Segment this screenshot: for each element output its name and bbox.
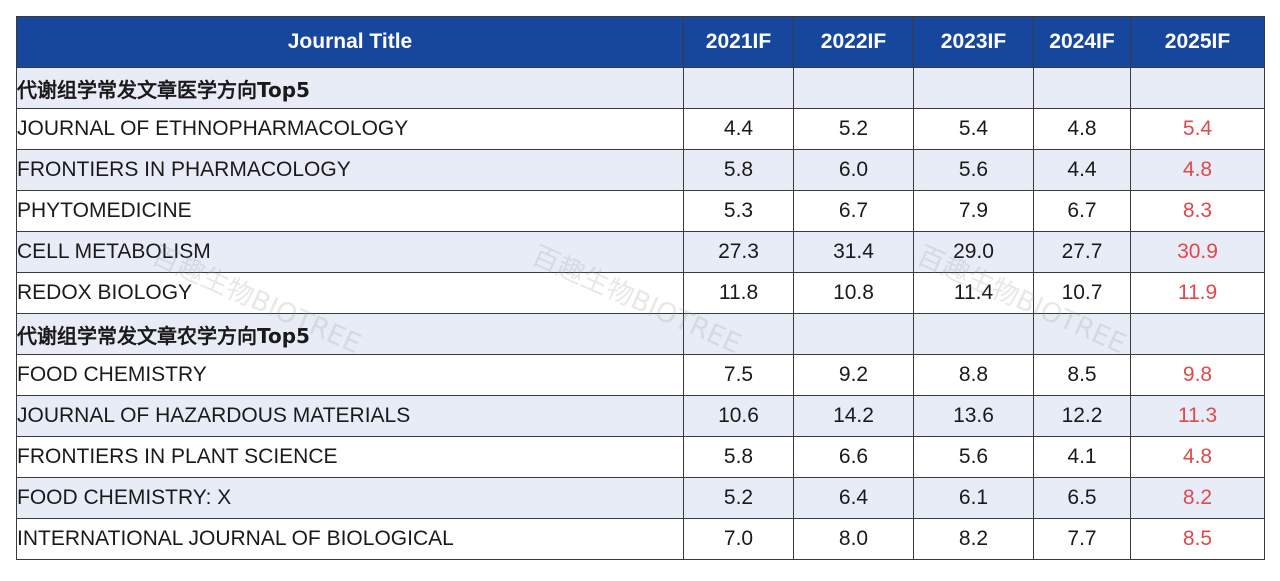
section-row: 代谢组学常发文章医学方向Top5 — [16, 67, 1265, 109]
if-cell: 11.8 — [683, 272, 794, 314]
if-cell: 8.8 — [913, 354, 1034, 396]
latest-if-cell: 8.3 — [1130, 190, 1265, 232]
journal-title: JOURNAL OF ETHNOPHARMACOLOGY — [16, 108, 684, 150]
if-cell: 6.1 — [913, 477, 1034, 519]
if-cell — [683, 313, 794, 355]
if-cell: 5.2 — [683, 477, 794, 519]
if-cell: 8.2 — [913, 518, 1034, 560]
if-cell: 6.7 — [793, 190, 914, 232]
journal-title: INTERNATIONAL JOURNAL OF BIOLOGICAL — [16, 518, 684, 560]
if-cell — [1033, 313, 1131, 355]
if-cell: 9.2 — [793, 354, 914, 396]
header-row: Journal Title 2021IF 2022IF 2023IF 2024I… — [16, 16, 1265, 68]
section-title: 代谢组学常发文章医学方向Top5 — [16, 67, 684, 109]
if-cell — [793, 313, 914, 355]
table-row: REDOX BIOLOGY 11.8 10.8 11.4 10.7 11.9 — [16, 272, 1265, 314]
if-cell: 5.8 — [683, 436, 794, 478]
journal-title: FRONTIERS IN PLANT SCIENCE — [16, 436, 684, 478]
if-cell — [793, 67, 914, 109]
if-cell: 31.4 — [793, 231, 914, 273]
if-cell: 7.9 — [913, 190, 1034, 232]
latest-if-cell: 8.5 — [1130, 518, 1265, 560]
header-year: 2021IF — [683, 16, 794, 68]
table-row: JOURNAL OF HAZARDOUS MATERIALS 10.6 14.2 13… — [16, 395, 1265, 437]
journal-title: FOOD CHEMISTRY — [16, 354, 684, 396]
if-cell: 6.6 — [793, 436, 914, 478]
if-cell: 5.6 — [913, 149, 1034, 191]
header-year: 2023IF — [913, 16, 1034, 68]
table-row: INTERNATIONAL JOURNAL OF BIOLOGICAL 7.0 8.… — [16, 518, 1265, 560]
if-cell: 4.8 — [1033, 108, 1131, 150]
latest-if-cell: 9.8 — [1130, 354, 1265, 396]
if-cell: 5.3 — [683, 190, 794, 232]
table-body: 代谢组学常发文章医学方向Top5 JOURNAL OF ETHNOPHARMACO… — [16, 67, 1265, 560]
if-cell: 10.7 — [1033, 272, 1131, 314]
if-cell: 5.6 — [913, 436, 1034, 478]
table-row: FOOD CHEMISTRY 7.5 9.2 8.8 8.5 9.8 — [16, 354, 1265, 396]
if-cell: 6.0 — [793, 149, 914, 191]
if-cell: 13.6 — [913, 395, 1034, 437]
if-cell: 6.7 — [1033, 190, 1131, 232]
if-cell: 5.4 — [913, 108, 1034, 150]
if-cell: 14.2 — [793, 395, 914, 437]
journal-title: PHYTOMEDICINE — [16, 190, 684, 232]
header-year: 2022IF — [793, 16, 914, 68]
if-cell: 6.4 — [793, 477, 914, 519]
latest-if-cell: 8.2 — [1130, 477, 1265, 519]
header-year: 2024IF — [1033, 16, 1131, 68]
if-cell: 7.0 — [683, 518, 794, 560]
journal-title: FOOD CHEMISTRY: X — [16, 477, 684, 519]
table-row: FRONTIERS IN PHARMACOLOGY 5.8 6.0 5.6 4.4 4.8 — [16, 149, 1265, 191]
if-cell: 8.0 — [793, 518, 914, 560]
latest-if-cell — [1130, 313, 1265, 355]
if-cell — [1033, 67, 1131, 109]
if-cell: 5.8 — [683, 149, 794, 191]
latest-if-cell: 11.3 — [1130, 395, 1265, 437]
if-cell: 11.4 — [913, 272, 1034, 314]
if-cell: 7.5 — [683, 354, 794, 396]
header-journal-title: Journal Title — [16, 16, 684, 68]
if-cell — [913, 313, 1034, 355]
if-cell: 29.0 — [913, 231, 1034, 273]
section-title: 代谢组学常发文章农学方向Top5 — [16, 313, 684, 355]
latest-if-cell: 4.8 — [1130, 149, 1265, 191]
if-cell: 4.4 — [683, 108, 794, 150]
journal-title: REDOX BIOLOGY — [16, 272, 684, 314]
journal-title: JOURNAL OF HAZARDOUS MATERIALS — [16, 395, 684, 437]
latest-if-cell: 4.8 — [1130, 436, 1265, 478]
if-cell: 10.6 — [683, 395, 794, 437]
if-cell: 12.2 — [1033, 395, 1131, 437]
header-year: 2025IF — [1130, 16, 1265, 68]
table-row: FOOD CHEMISTRY: X 5.2 6.4 6.1 6.5 8.2 — [16, 477, 1265, 519]
latest-if-cell: 30.9 — [1130, 231, 1265, 273]
latest-if-cell — [1130, 67, 1265, 109]
if-cell — [913, 67, 1034, 109]
journal-title: CELL METABOLISM — [16, 231, 684, 273]
table-row: CELL METABOLISM 27.3 31.4 29.0 27.7 30.9 — [16, 231, 1265, 273]
section-row: 代谢组学常发文章农学方向Top5 — [16, 313, 1265, 355]
if-cell: 8.5 — [1033, 354, 1131, 396]
table-row: JOURNAL OF ETHNOPHARMACOLOGY 4.4 5.2 5.4 4.8… — [16, 108, 1265, 150]
if-cell: 4.1 — [1033, 436, 1131, 478]
if-cell: 4.4 — [1033, 149, 1131, 191]
latest-if-cell: 5.4 — [1130, 108, 1265, 150]
if-cell — [683, 67, 794, 109]
if-cell: 27.3 — [683, 231, 794, 273]
if-cell: 10.8 — [793, 272, 914, 314]
if-cell: 7.7 — [1033, 518, 1131, 560]
impact-factor-table: Journal Title 2021IF 2022IF 2023IF 2024I… — [16, 16, 1265, 560]
latest-if-cell: 11.9 — [1130, 272, 1265, 314]
if-cell: 6.5 — [1033, 477, 1131, 519]
journal-title: FRONTIERS IN PHARMACOLOGY — [16, 149, 684, 191]
if-cell: 5.2 — [793, 108, 914, 150]
table-row: PHYTOMEDICINE 5.3 6.7 7.9 6.7 8.3 — [16, 190, 1265, 232]
if-cell: 27.7 — [1033, 231, 1131, 273]
table-row: FRONTIERS IN PLANT SCIENCE 5.8 6.6 5.6 4.1 4.… — [16, 436, 1265, 478]
